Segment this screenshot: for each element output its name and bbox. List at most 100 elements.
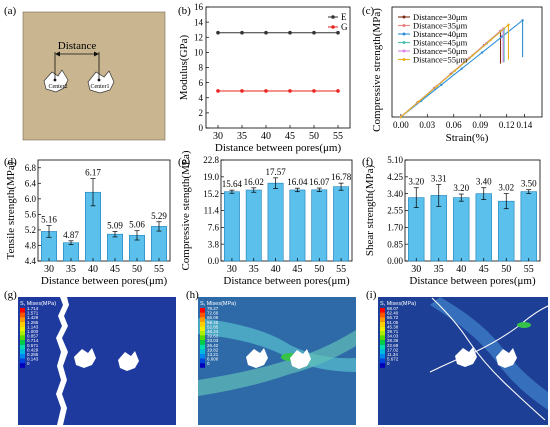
legend-color-swatch bbox=[20, 312, 25, 318]
y-tick-label: 10 bbox=[194, 48, 204, 58]
panel-i-letter: (i) bbox=[366, 289, 377, 301]
legend-value: 45.38 bbox=[387, 324, 399, 329]
data-label: 5.06 bbox=[129, 220, 145, 230]
y-tick-label: 0.00 bbox=[387, 256, 403, 266]
data-point bbox=[312, 30, 316, 35]
y-tick-label: 5.10 bbox=[387, 155, 403, 165]
y-tick-label: 0 bbox=[199, 123, 204, 133]
y-tick-label: 6.4 bbox=[25, 179, 37, 189]
data-point bbox=[288, 30, 292, 35]
legend-color-swatch bbox=[380, 349, 385, 354]
y-tick-label: 15.2 bbox=[203, 189, 219, 199]
data-label: 3.31 bbox=[431, 174, 447, 184]
legend-label: Distance=45μm bbox=[413, 38, 468, 48]
stress-band-lower-h bbox=[198, 330, 356, 396]
legend-marker bbox=[402, 32, 406, 36]
x-tick-label: 45 bbox=[110, 264, 120, 275]
legend-color-swatch bbox=[380, 340, 385, 345]
data-label: 16.07 bbox=[309, 177, 330, 187]
bar bbox=[311, 189, 328, 262]
panel-g-letter: (g) bbox=[4, 289, 17, 301]
legend-value: 39.63 bbox=[207, 334, 219, 339]
legend-value: 79.27 bbox=[207, 306, 219, 311]
legend-color-swatch bbox=[20, 326, 25, 331]
y-tick-label: 0.0 bbox=[208, 256, 220, 266]
legend-color-swatch bbox=[200, 312, 205, 318]
y-tick-label: 2.55 bbox=[387, 206, 403, 216]
data-label: 6.17 bbox=[85, 168, 101, 178]
center2-dot bbox=[53, 78, 57, 82]
legend-color-swatch bbox=[20, 317, 25, 322]
stress-band-i bbox=[430, 297, 548, 410]
legend-color-swatch bbox=[200, 363, 205, 368]
bar bbox=[453, 197, 470, 262]
y-tick-label: 1.70 bbox=[387, 223, 403, 233]
data-label: 3.40 bbox=[476, 177, 492, 187]
pore-left-h bbox=[246, 348, 268, 368]
legend-value: 1.571 bbox=[27, 311, 39, 316]
x-tick-label: 50 bbox=[314, 264, 324, 275]
legend-color-swatch bbox=[20, 344, 25, 350]
y-tick-label: 8 bbox=[199, 63, 204, 73]
legend-color-swatch bbox=[380, 354, 385, 359]
y-tick-label: 4.4 bbox=[25, 256, 37, 266]
panel-g: (g) S, Mises(MPa)1.7141.5711.4291.2861.1… bbox=[4, 289, 176, 425]
data-point bbox=[336, 30, 340, 35]
x-tick-label: 40 bbox=[271, 264, 281, 275]
legend-color-swatch bbox=[20, 340, 25, 345]
data-label: 16.78 bbox=[331, 172, 352, 182]
legend-value: 0.714 bbox=[27, 338, 39, 343]
legend-value: 1.429 bbox=[27, 315, 39, 320]
curve-marker bbox=[453, 69, 456, 73]
legend-label: G bbox=[341, 22, 348, 32]
legend-marker bbox=[402, 58, 406, 61]
data-point bbox=[216, 30, 220, 35]
x-tick-label: 45 bbox=[285, 131, 295, 142]
legend-marker bbox=[402, 24, 406, 27]
legend-color-swatch bbox=[20, 363, 25, 368]
data-point bbox=[216, 89, 220, 93]
x-tick-label: 30 bbox=[213, 131, 223, 142]
stress-strain-curve bbox=[400, 19, 524, 118]
panel-c-letter: (c) bbox=[362, 5, 375, 17]
bar bbox=[289, 189, 306, 262]
bar bbox=[333, 186, 350, 262]
data-label: 16.04 bbox=[287, 177, 308, 187]
legend-color-swatch bbox=[380, 321, 385, 327]
legend-color-swatch bbox=[200, 308, 205, 313]
bar bbox=[107, 233, 124, 262]
data-label: 5.29 bbox=[151, 211, 167, 221]
legend-value: 0.857 bbox=[27, 334, 39, 339]
x-tick-label: 35 bbox=[237, 131, 247, 142]
curve-marker bbox=[521, 19, 524, 22]
legend-color-swatch bbox=[200, 354, 205, 359]
panel-e-letter: (e) bbox=[178, 156, 191, 168]
x-tick-label: 40 bbox=[456, 264, 466, 275]
pore-center2-shape bbox=[43, 69, 69, 93]
legend-color-swatch bbox=[200, 340, 205, 345]
x-tick-label: 45 bbox=[292, 264, 302, 275]
legend-marker bbox=[331, 15, 335, 19]
data-label: 15.64 bbox=[222, 179, 243, 189]
legend-color-swatch bbox=[380, 312, 385, 318]
legend-value: 34.03 bbox=[387, 334, 399, 339]
curve-marker bbox=[435, 85, 438, 88]
legend-color-swatch bbox=[200, 349, 205, 354]
x-tick-label: 30 bbox=[44, 264, 54, 275]
mises-legend-i: S, Mises(MPa)68.0762.4056.7251.0545.3839… bbox=[380, 301, 416, 368]
legend-label: E bbox=[341, 12, 347, 22]
panel-b-letter: (b) bbox=[178, 5, 191, 17]
y-tick-label: 5.2 bbox=[25, 225, 36, 235]
legend-color-swatch bbox=[20, 308, 25, 313]
legend-label: Distance=55μm bbox=[413, 55, 468, 65]
plot-frame bbox=[404, 159, 541, 262]
legend-value: 1.000 bbox=[27, 329, 39, 334]
data-point bbox=[312, 89, 316, 93]
x-tick-label: 0.03 bbox=[419, 120, 435, 130]
y-tick-label: 4.8 bbox=[25, 241, 37, 251]
curve-marker bbox=[471, 54, 474, 57]
y-tick-label: 19.0 bbox=[203, 172, 219, 182]
legend-color-swatch bbox=[380, 308, 385, 313]
x-axis-label: Strain(%) bbox=[446, 132, 489, 144]
data-label: 16.02 bbox=[244, 177, 264, 187]
